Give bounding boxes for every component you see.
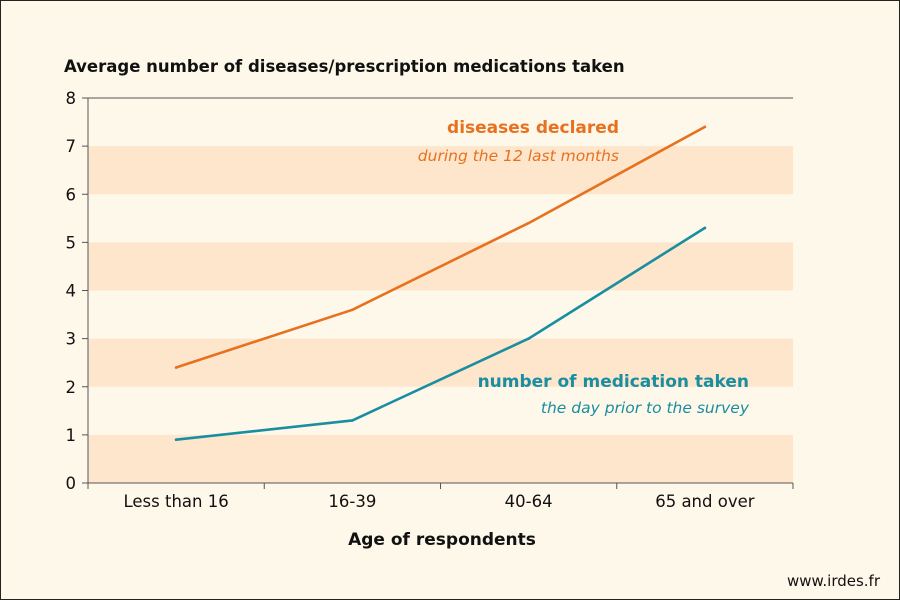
x-tick-label: Less than 16 xyxy=(124,492,229,511)
y-tick-label: 1 xyxy=(66,426,77,445)
diseases-series-line xyxy=(174,125,707,369)
y-tick-label: 2 xyxy=(66,378,77,397)
x-tick-label: 40-64 xyxy=(505,492,553,511)
diseases-series-sublabel: during the 12 last months xyxy=(418,147,619,165)
medication-series-label: number of medication taken xyxy=(478,372,749,392)
x-tick-label: 65 and over xyxy=(655,492,755,511)
source-label: www.irdes.fr xyxy=(787,572,881,590)
x-axis: Less than 16 16-39 40-64 65 and over xyxy=(87,482,794,511)
y-tick-label: 3 xyxy=(66,330,77,349)
y-tick-label: 8 xyxy=(66,89,77,108)
y-tick-label: 5 xyxy=(66,233,77,252)
diseases-data-point xyxy=(174,366,178,369)
y-tick-label: 4 xyxy=(66,282,77,301)
medication-data-point xyxy=(174,438,178,441)
grid-bands xyxy=(88,97,793,483)
diseases-series-label: diseases declared xyxy=(447,118,619,138)
diseases-data-point xyxy=(351,308,354,312)
medication-data-point xyxy=(351,419,354,422)
diseases-data-point xyxy=(703,125,707,129)
y-tick-label: 6 xyxy=(66,185,77,204)
x-tick-label: 16-39 xyxy=(328,492,376,511)
medication-series-line xyxy=(174,226,707,442)
diseases-data-point xyxy=(527,221,530,225)
grid-band xyxy=(88,434,793,483)
medication-data-point xyxy=(527,337,530,340)
medication-data-point xyxy=(703,226,707,230)
y-axis: 0 1 2 3 4 5 6 7 8 xyxy=(66,89,89,493)
series-lines xyxy=(174,125,707,442)
y-tick-label: 0 xyxy=(66,474,77,493)
chart-title: Average number of diseases/prescription … xyxy=(64,57,625,76)
medication-series-sublabel: the day prior to the survey xyxy=(541,399,750,417)
y-tick-label: 7 xyxy=(66,137,77,156)
x-axis-title: Age of respondents xyxy=(348,530,536,550)
grid-band xyxy=(88,146,793,195)
